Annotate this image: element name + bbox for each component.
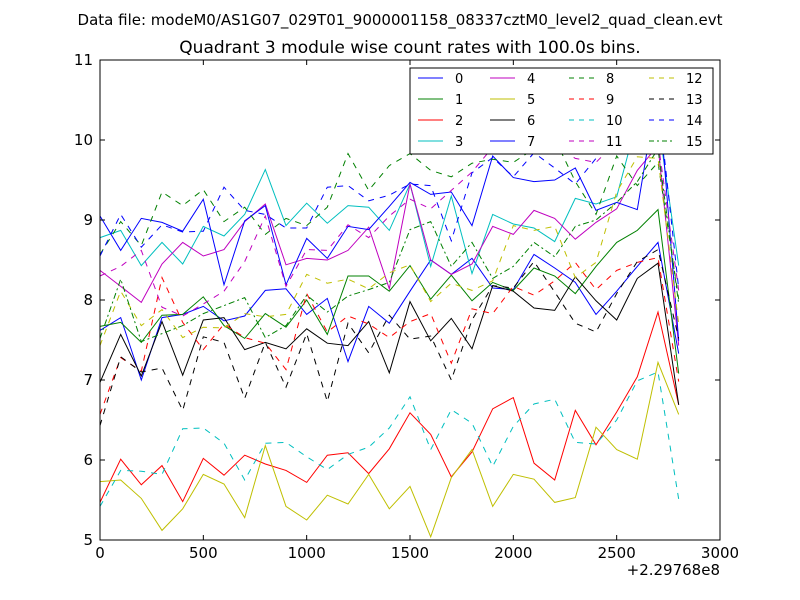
legend-label-5: 5 <box>527 93 535 108</box>
series-line-13 <box>99 248 680 426</box>
legend-label-3: 3 <box>455 135 463 150</box>
series-line-11 <box>99 119 680 317</box>
series-line-2 <box>99 310 680 503</box>
series-line-5 <box>99 360 680 539</box>
chart-title: Quadrant 3 module wise count rates with … <box>179 38 640 58</box>
legend-label-1: 1 <box>455 93 463 108</box>
series-line-1 <box>99 208 680 374</box>
series-line-4 <box>99 144 680 346</box>
legend-label-13: 13 <box>686 93 703 108</box>
y-tick-label: 9 <box>83 211 93 229</box>
series-line-6 <box>99 262 680 405</box>
x-tick-label: 500 <box>189 544 218 562</box>
legend-label-12: 12 <box>686 72 703 87</box>
series-layer <box>99 85 680 539</box>
y-tick-label: 6 <box>83 451 93 469</box>
y-tick-label: 5 <box>83 531 93 549</box>
legend-label-15: 15 <box>686 135 703 150</box>
x-tick-label: 2500 <box>598 544 636 562</box>
legend-label-4: 4 <box>527 72 535 87</box>
legend-label-0: 0 <box>455 72 463 87</box>
y-tick-label: 11 <box>74 51 93 69</box>
x-offset-label: +2.29768e8 <box>627 561 720 579</box>
legend-label-11: 11 <box>606 135 623 150</box>
legend-label-7: 7 <box>527 135 535 150</box>
x-tick-label: 1500 <box>391 544 429 562</box>
legend-label-10: 10 <box>606 114 623 129</box>
series-line-10 <box>99 371 680 507</box>
legend-label-14: 14 <box>686 114 703 129</box>
series-line-3 <box>99 118 680 276</box>
series-line-8 <box>99 137 680 300</box>
y-tick-label: 7 <box>83 371 93 389</box>
legend-label-8: 8 <box>606 72 614 87</box>
y-tick-label: 10 <box>74 131 93 149</box>
series-line-9 <box>99 256 680 415</box>
chart-suptitle: Data file: modeM0/AS1G07_029T01_90000011… <box>78 11 723 30</box>
x-tick-label: 3000 <box>701 544 739 562</box>
legend-label-9: 9 <box>606 93 614 108</box>
legend-frame <box>409 67 714 155</box>
series-line-0 <box>99 241 680 382</box>
series-line-12 <box>99 156 680 346</box>
series-line-7 <box>99 85 680 341</box>
x-tick-label: 1000 <box>288 544 326 562</box>
legend-label-2: 2 <box>455 114 463 129</box>
y-tick-label: 8 <box>83 291 93 309</box>
x-tick-label: 0 <box>95 544 105 562</box>
x-tick-label: 2000 <box>494 544 532 562</box>
legend-label-6: 6 <box>527 114 535 129</box>
